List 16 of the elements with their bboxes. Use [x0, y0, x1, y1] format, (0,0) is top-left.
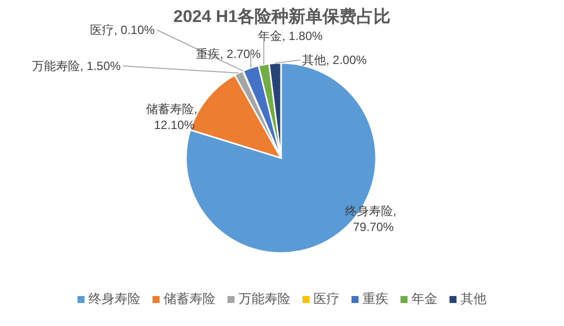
legend-label: 储蓄寿险: [164, 291, 216, 306]
category-label: 万能寿险, 1.50%: [32, 59, 121, 73]
legend-label: 医疗: [314, 291, 340, 306]
category-label: 其他, 2.00%: [302, 53, 367, 67]
category-label: 终身寿险,: [345, 204, 396, 218]
legend-label: 年金: [412, 291, 438, 306]
category-label: 储蓄寿险,: [146, 102, 198, 116]
category-label: 重疾, 2.70%: [196, 47, 261, 61]
text: 79.70%: [353, 220, 394, 234]
category-label: 年金, 1.80%: [258, 29, 323, 43]
legend-label: 终身寿险: [88, 291, 140, 306]
legend-label: 万能寿险: [238, 291, 290, 306]
category-label: 医疗, 0.10%: [90, 23, 155, 37]
legend-label: 重疾: [362, 291, 388, 306]
chart-title: 2024 H1各险种新单保费占比: [173, 7, 391, 26]
legend-label: 其他: [460, 291, 486, 306]
